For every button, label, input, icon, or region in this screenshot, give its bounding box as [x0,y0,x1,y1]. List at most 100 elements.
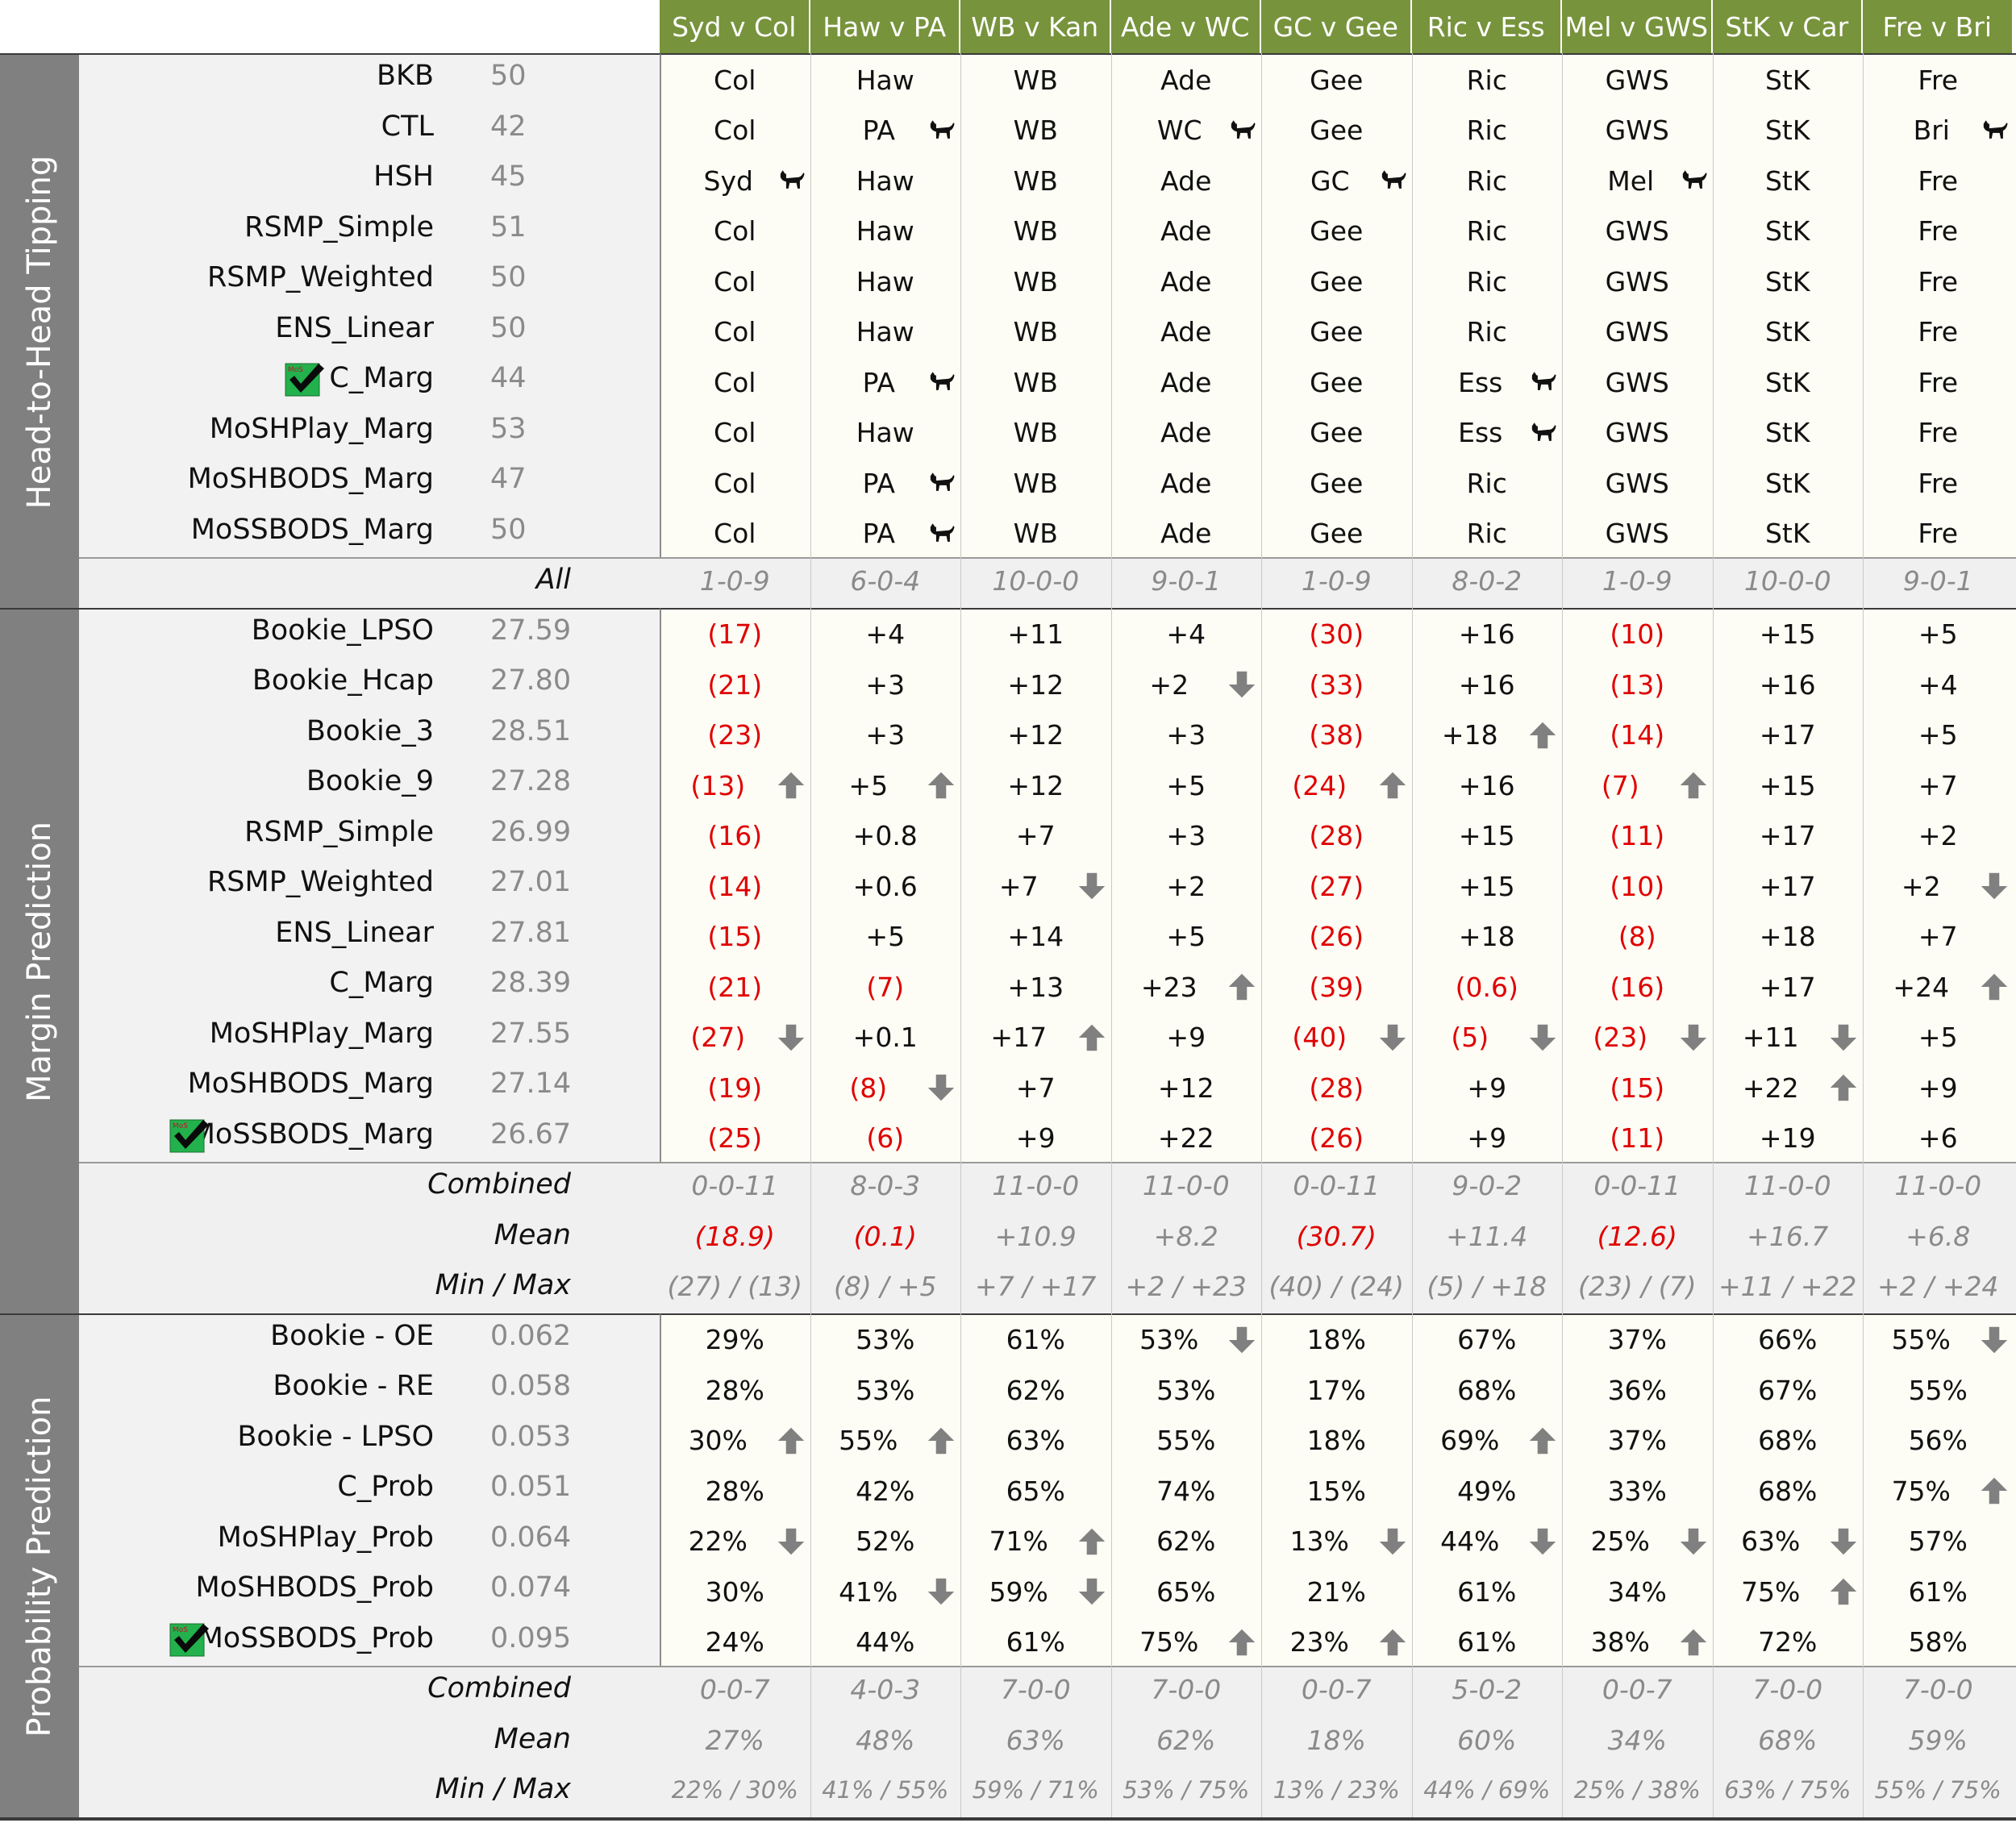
summary-cell: +10.9 [994,1220,1077,1252]
prediction-value: 38% [1590,1626,1650,1658]
prediction-value: 56% [1908,1425,1968,1457]
model-name: CTL [381,110,434,143]
arrow-down-icon [1529,1528,1556,1554]
prediction-value: 63% [1006,1425,1065,1457]
prediction-value: +17 [1759,870,1816,902]
prediction-value: (28) [1309,820,1364,852]
prediction-value: 55% [1156,1425,1216,1457]
prediction-value: (14) [707,870,763,902]
arrow-up-icon [1078,1528,1105,1554]
prediction-cell: WC [1111,106,1262,156]
best-model-check-icon: MoS [285,360,327,397]
prediction-value: (23) [1593,1022,1648,1054]
prediction-cell: (11) [1562,811,1713,862]
prediction-value: StK [1764,164,1810,197]
cat-icon [930,372,955,391]
prediction-value: +12 [1007,769,1064,801]
prediction-value: PA [862,518,895,550]
prediction-value: GWS [1605,265,1669,298]
prediction-value: Ade [1160,316,1212,348]
prediction-value: 72% [1758,1626,1818,1658]
prediction-cell: +12 [960,760,1111,811]
column-divider [960,607,961,1313]
prediction-cell: +15 [1713,610,1864,660]
prediction-value: (15) [707,921,763,953]
model-score: 27.80 [490,664,572,697]
prediction-cell: 23% [1261,1617,1412,1668]
prediction-value: GWS [1605,366,1669,398]
prediction-cell: (28) [1261,1063,1412,1113]
prediction-cell: 63% [1713,1517,1864,1567]
prediction-cell: (23) [1562,1013,1713,1063]
model-name: RSMP_Weighted [206,866,434,898]
prediction-value: 71% [989,1525,1048,1558]
section-prob: Probability Prediction [0,1313,79,1817]
summary-cell: 0-0-7 [1602,1674,1672,1705]
prediction-value: (40) [1292,1022,1347,1054]
table-bottom-border [0,1817,2016,1821]
prediction-cell: +16 [1412,760,1563,811]
prediction-value: Ric [1466,114,1507,147]
prediction-cell: +12 [960,710,1111,761]
summary-cell: (40) / (24) [1268,1271,1405,1302]
prediction-value: Ess [1458,417,1503,449]
prediction-value: +6 [1918,1122,1958,1155]
prediction-cell: +7 [1863,760,2014,811]
prediction-value: +13 [1007,971,1064,1003]
prediction-value: 44% [856,1626,915,1658]
model-score: 50 [490,513,527,546]
prediction-cell: GWS [1562,55,1713,106]
prediction-cell: StK [1713,55,1864,106]
arrow-down-icon [1379,1528,1406,1554]
prediction-cell: +17 [1713,811,1864,862]
prediction-value: Ric [1466,164,1507,197]
prediction-cell: (25) [660,1113,810,1164]
prediction-cell: +5 [1111,912,1262,963]
prediction-cell: Fre [1863,307,2014,358]
prediction-cell: +9 [1412,1063,1563,1113]
prediction-cell: WB [960,206,1111,257]
column-divider [1863,1313,1864,1817]
prediction-value: Col [714,64,756,96]
prediction-value: GWS [1605,316,1669,348]
prediction-cell: +7 [960,1063,1111,1113]
prediction-value: +5 [848,769,889,801]
prediction-cell: (38) [1261,710,1412,761]
model-score: 42 [490,110,527,143]
prediction-value: +16 [1458,618,1515,651]
prediction-cell: 63% [960,1416,1111,1467]
cat-icon [1231,120,1256,139]
prediction-value: +4 [1166,618,1206,651]
prediction-value: +2 [1901,870,1941,902]
prediction-value: Ric [1466,215,1507,248]
prediction-value: Fre [1918,518,1959,550]
model-name: ENS_Linear [275,311,434,344]
prediction-value: Gee [1310,114,1364,147]
column-divider [960,53,961,608]
prediction-value: Ade [1160,265,1212,298]
prediction-cell: 68% [1412,1365,1563,1416]
summary-cell: 1-0-9 [1602,565,1672,597]
prediction-cell: GWS [1562,206,1713,257]
summary-cell: 11-0-0 [1142,1170,1230,1201]
prediction-cell: +19 [1713,1113,1864,1164]
summary-label: Combined [427,1672,571,1704]
prediction-cell: 53% [810,1365,961,1416]
prediction-value: Bri [1913,114,1950,147]
best-model-check-icon: MoS [169,1621,211,1658]
prediction-value: 18% [1306,1324,1366,1356]
prediction-value: (10) [1610,618,1665,651]
prediction-value: +5 [1166,769,1206,801]
prediction-cell: 65% [1111,1567,1262,1617]
prediction-cell: WB [960,156,1111,206]
arrow-down-icon [1680,1528,1706,1554]
prediction-value: 13% [1289,1525,1349,1558]
prediction-value: GWS [1605,518,1669,550]
prediction-cell: 24% [660,1617,810,1668]
arrow-down-icon [927,1075,955,1101]
model-name: MoSHBODS_Prob [195,1571,434,1604]
prediction-value: 61% [1006,1324,1065,1356]
prediction-cell: Ric [1412,156,1563,206]
prediction-value: GWS [1605,215,1669,248]
prediction-value: 74% [1156,1475,1216,1507]
